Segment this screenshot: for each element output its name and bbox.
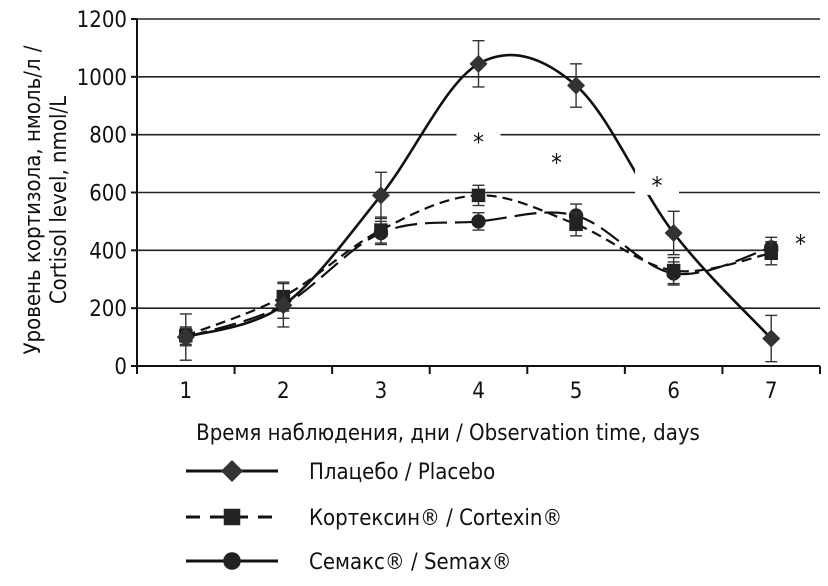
y-tick-label: 400 [89, 239, 127, 264]
x-tick-label: 7 [765, 379, 778, 404]
y-axis-title-line2: Cortisol level, nmol/L [47, 96, 72, 304]
data-point-placebo [762, 329, 781, 348]
ticks-layer: 0 200 400 600 800 1000 1200 1 2 3 4 5 6 7 [77, 8, 821, 404]
data-point-placebo [664, 223, 683, 242]
annotation-background [456, 125, 501, 152]
annotation-background [635, 168, 680, 195]
data-point-cortexin [764, 246, 778, 260]
data-point-placebo [567, 76, 586, 95]
annotation-layer: * * * * [456, 125, 823, 258]
legend-item-placebo: Плацебо / Placebo [186, 460, 495, 485]
x-axis-title: Время наблюдения, дни / Observation time… [196, 421, 700, 446]
significance-asterisk: * [473, 129, 484, 157]
legend-marker-circle [223, 552, 241, 570]
series-layer [176, 39, 781, 363]
y-tick-label: 600 [89, 182, 127, 207]
legend-label: Плацебо / Placebo [309, 460, 495, 485]
series-semax [178, 203, 779, 347]
x-tick-label: 1 [179, 379, 192, 404]
data-point-placebo [469, 54, 488, 73]
data-point-semax [471, 214, 486, 229]
y-tick-label: 200 [89, 297, 127, 322]
data-point-cortexin [569, 217, 583, 232]
legend-marker-square [223, 508, 241, 526]
data-point-cortexin [374, 223, 388, 237]
legend-item-semax: Семакс® / Semax® [186, 550, 512, 575]
data-point-cortexin [471, 188, 486, 203]
y-tick-label: 1000 [77, 66, 127, 91]
legend-label: Кортексин® / Cortexin® [309, 506, 562, 531]
data-point-placebo [371, 186, 390, 205]
data-point-cortexin [666, 263, 681, 278]
series-cortexin [179, 184, 778, 346]
series-line-semax [185, 211, 772, 339]
y-tick-label: 800 [89, 124, 127, 149]
legend: Плацебо / Placebo Кортексин® / Cortexin® С… [186, 460, 562, 575]
significance-asterisk: * [652, 172, 663, 200]
legend-marker-diamond [221, 460, 243, 482]
x-tick-label: 5 [570, 379, 583, 404]
x-tick-label: 2 [277, 379, 290, 404]
legend-item-cortexin: Кортексин® / Cortexin® [186, 506, 562, 531]
data-point-placebo [274, 296, 293, 315]
x-tick-label: 4 [472, 379, 485, 404]
x-tick-label: 6 [667, 379, 680, 404]
annotation-background [778, 226, 823, 253]
series-placebo [176, 39, 781, 363]
x-tick-label: 3 [375, 379, 388, 404]
legend-label: Семакс® / Semax® [309, 550, 512, 575]
significance-asterisk: * [795, 230, 806, 258]
significance-asterisk: * [551, 149, 562, 177]
data-point-placebo [176, 328, 195, 347]
annotation-background [534, 145, 579, 172]
y-axis-title-line1: Уровень кортизола, нмоль/л / [21, 45, 46, 354]
y-tick-label: 0 [114, 355, 127, 380]
y-tick-label: 1200 [77, 8, 127, 33]
